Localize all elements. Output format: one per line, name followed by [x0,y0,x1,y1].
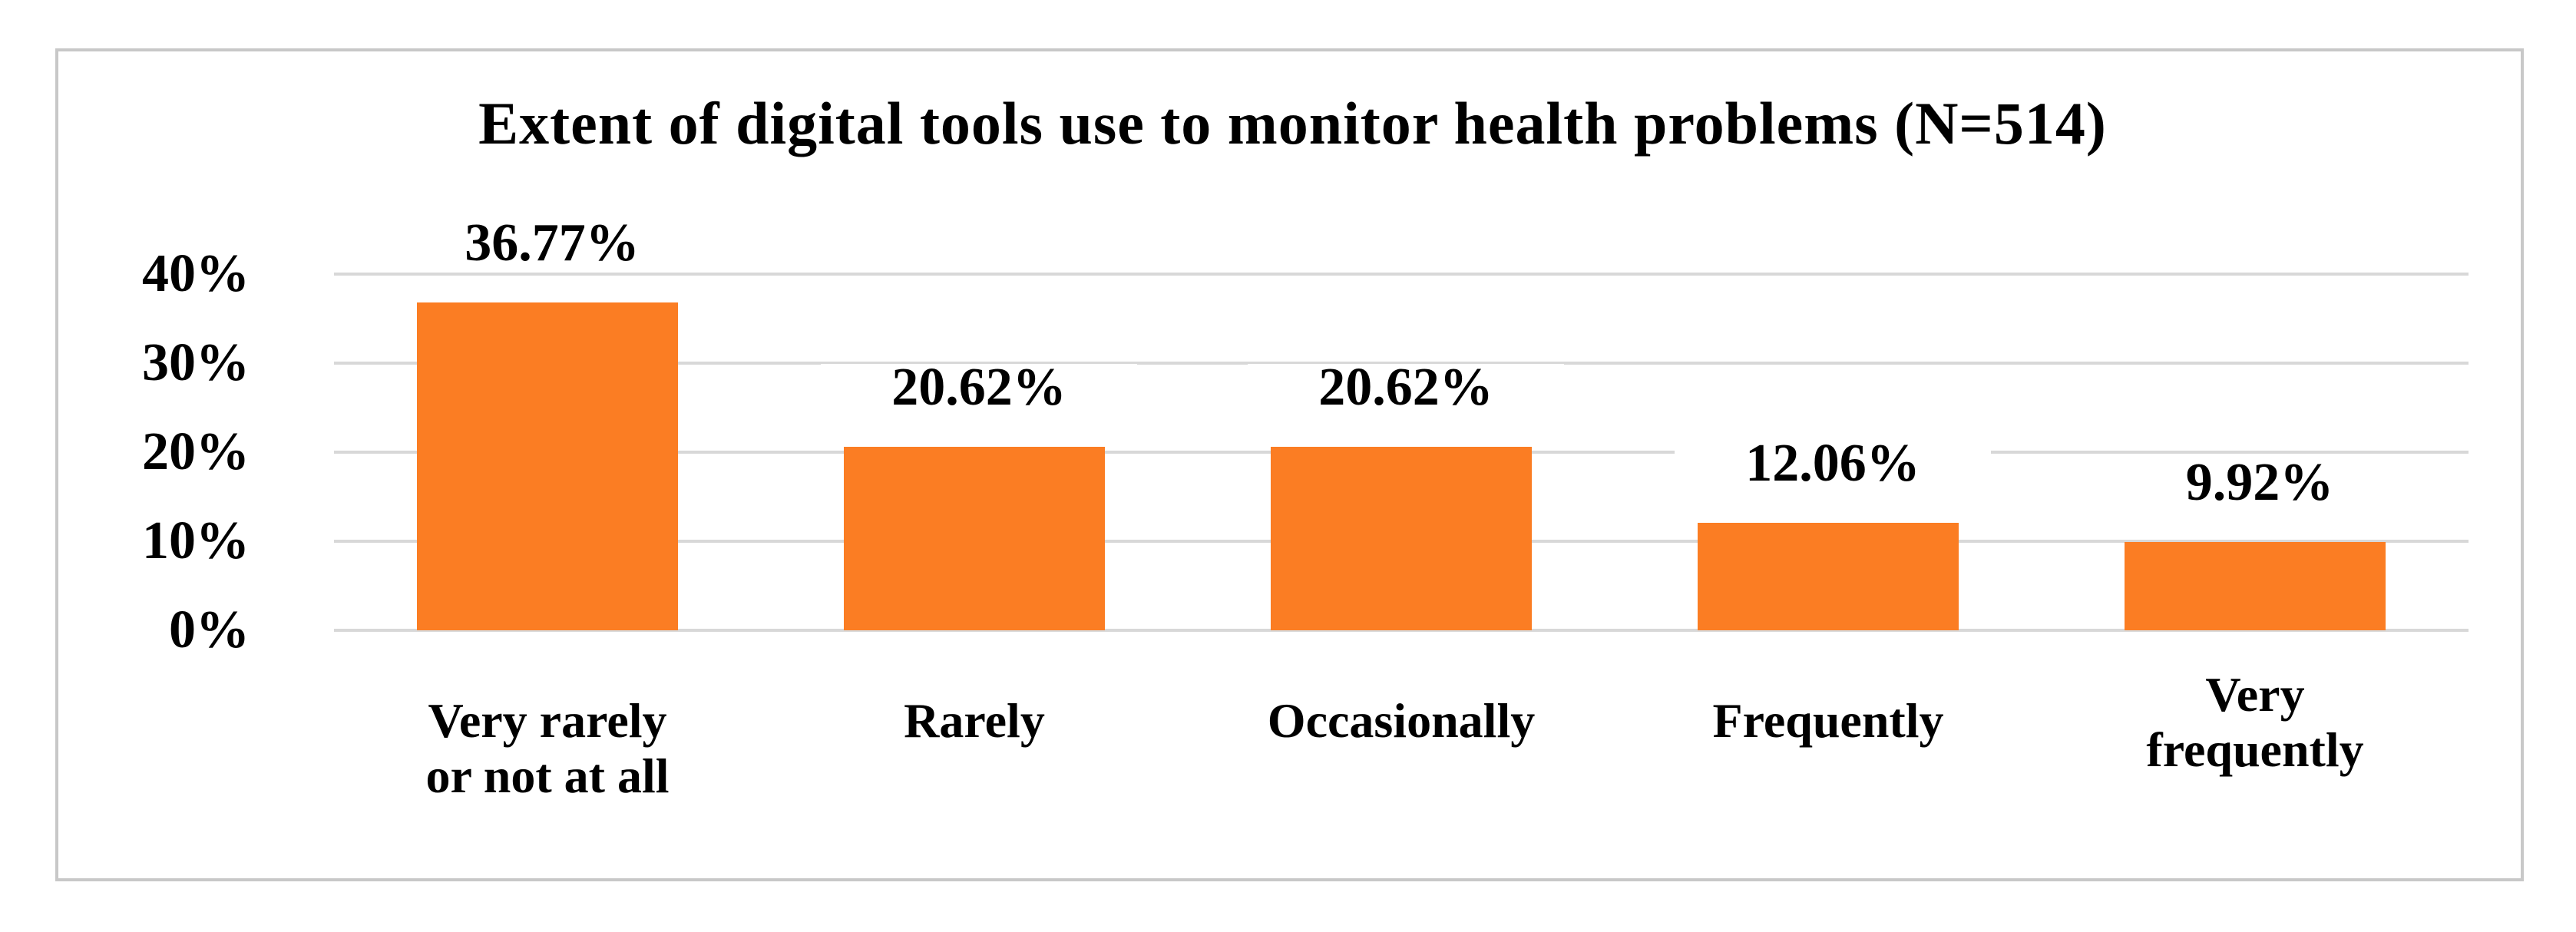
gridline-0% [334,629,2469,632]
bar-data-label: 20.62% [821,358,1137,417]
x-axis-category-label: Occasionally [1267,693,1536,748]
x-axis-category-label: Very rarely or not at all [425,693,670,803]
y-axis-tick-label: 30% [142,333,250,392]
gridline-40% [334,273,2469,276]
bar-data-label: 20.62% [1248,358,1564,417]
bar-3 [1271,446,1532,630]
x-axis-category-label: Very frequently [2146,667,2364,777]
y-axis-tick-label: 10% [142,511,250,570]
x-axis-category-label: Frequently [1712,693,1944,748]
y-axis-tick-label: 40% [142,244,250,303]
x-axis-category-label: Rarely [904,693,1045,748]
bar-2 [844,446,1105,630]
bar-data-label: 9.92% [2101,453,2418,512]
y-axis-tick-label: 20% [142,422,250,481]
chart-title: Extent of digital tools use to monitor h… [478,90,2107,157]
y-axis-tick-label: 0% [169,600,250,659]
gridline-30% [334,362,2469,365]
bar-1 [417,302,678,630]
bar-data-label: 36.77% [394,213,710,273]
bar-5 [2125,541,2386,630]
bar-4 [1698,523,1959,630]
bar-data-label: 12.06% [1675,434,1991,493]
